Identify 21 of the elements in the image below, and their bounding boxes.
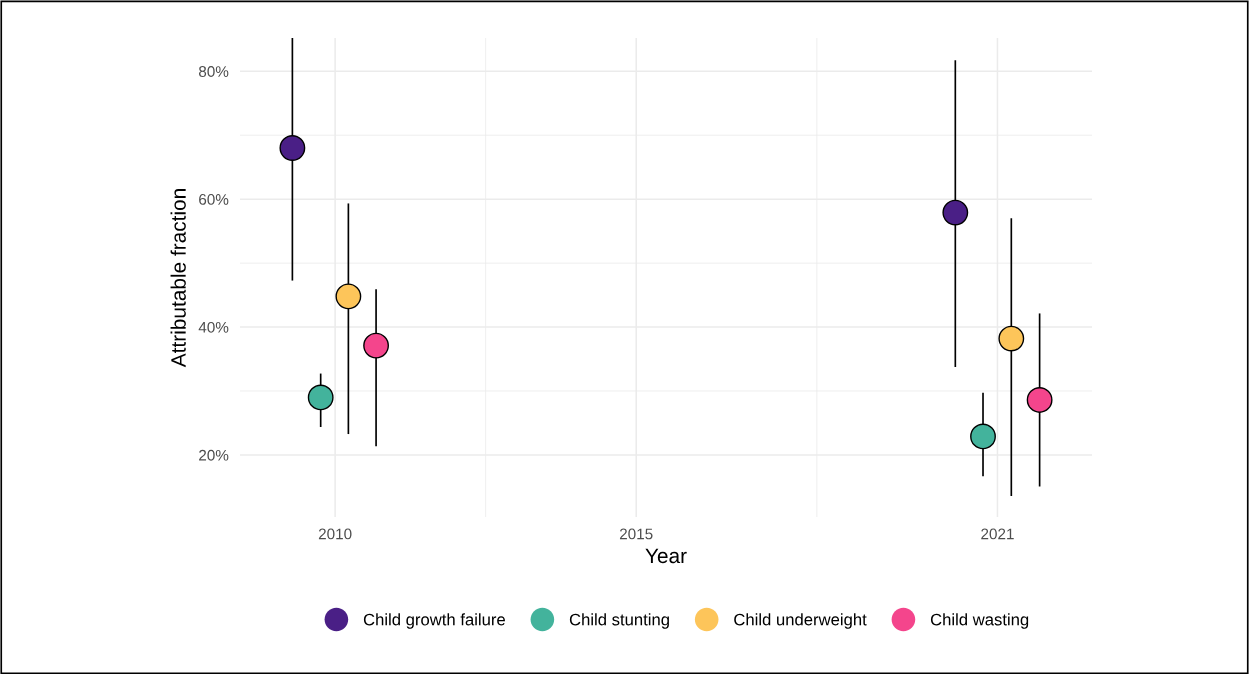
legend-label: Child stunting (569, 613, 669, 629)
point (363, 332, 390, 359)
x-tick-label: 2021 (981, 528, 1014, 540)
y-tick-label: 80% (198, 66, 229, 77)
point (970, 423, 996, 450)
legend-label: Child underweight (734, 613, 867, 629)
x-axis-title: Year (645, 548, 687, 564)
x-tick-label: 2010 (318, 528, 352, 540)
y-tick-label: 40% (198, 321, 229, 333)
point (279, 135, 306, 161)
legend-label: Child growth failure (363, 613, 505, 629)
point (1026, 387, 1053, 413)
y-tick-label: 20% (199, 449, 229, 461)
x-tick-label: 2015 (619, 528, 653, 540)
y-tick-label: 60% (199, 194, 229, 205)
point (942, 199, 969, 226)
point (307, 384, 334, 411)
point (998, 325, 1025, 352)
legend-label: Child wasting (930, 613, 1029, 629)
point (335, 283, 362, 310)
y-axis-title: Attributable fraction (170, 189, 186, 368)
